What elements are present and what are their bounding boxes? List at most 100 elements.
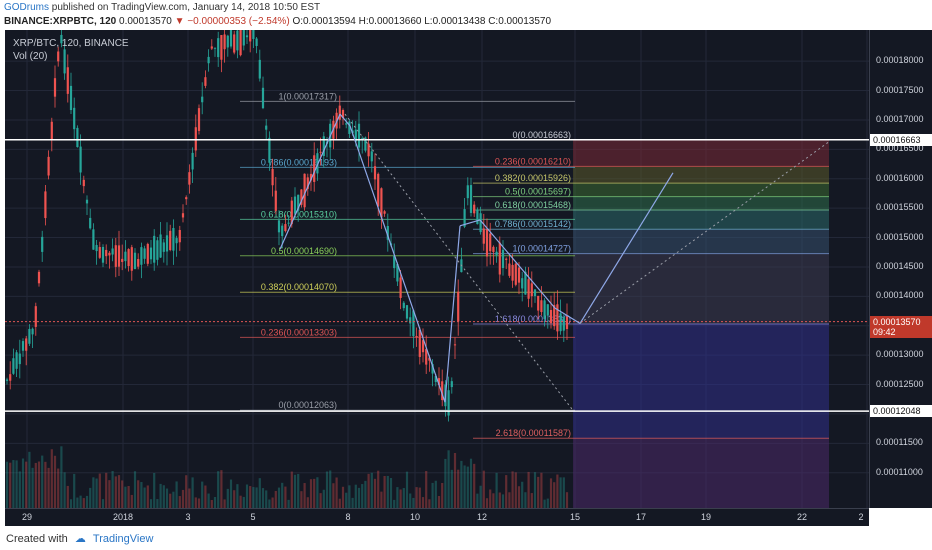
volume-bar (450, 469, 453, 508)
candle-body (345, 123, 348, 125)
candle-body (9, 374, 12, 381)
candle-body (322, 136, 325, 157)
volume-bar (274, 490, 277, 508)
time-tick-label: 29 (21, 512, 33, 522)
candle-body (284, 224, 287, 232)
volume-bar (76, 497, 79, 508)
volume-bar (556, 474, 559, 508)
volume-bar (524, 492, 527, 508)
candle-body (133, 252, 137, 269)
volume-bar (319, 493, 322, 508)
dotted-trendline[interactable] (344, 113, 574, 411)
candle-body (402, 302, 405, 309)
volume-bar (373, 478, 377, 508)
volume-bar (441, 483, 444, 508)
fib-right-label: 0.786(0.00015142) (495, 219, 571, 229)
down-triangle-icon: ▼ (174, 16, 185, 27)
volume-bar (460, 460, 463, 508)
volume-bar (213, 497, 217, 508)
fib-zone (573, 253, 829, 324)
candle-body (213, 47, 217, 49)
trend-arrow[interactable] (479, 219, 556, 309)
candle-body (396, 264, 399, 282)
volume-bar (98, 473, 101, 508)
candle-body (533, 289, 537, 297)
trend-arrow[interactable] (339, 113, 351, 127)
volume-bar (66, 485, 69, 508)
volume-legend: Vol (20) (13, 51, 48, 62)
fib-left-label: 0.382(0.00014070) (261, 282, 337, 292)
candle-body (172, 228, 175, 251)
volume-bar (201, 481, 204, 508)
volume-bar (415, 487, 418, 508)
volume-bar (517, 486, 521, 508)
price-tick-label: 0.00013000 (876, 349, 924, 360)
candle-body (437, 378, 441, 386)
volume-bar (405, 471, 409, 508)
chart-pane[interactable]: 0(0.00016663) 0.236(0.00016210) 0.382(0.00… (5, 30, 869, 508)
volume-bar (277, 487, 281, 508)
volume-bar (357, 487, 361, 508)
price-tick-label: 0.00015000 (876, 231, 924, 242)
volume-bar (172, 491, 175, 508)
volume-bar (265, 490, 268, 508)
tradingview-logo-text[interactable]: TradingView (92, 533, 154, 545)
candle-body (511, 264, 514, 281)
price-axis[interactable]: 0.00018000 0.00017500 0.00017000 0.00016500… (869, 30, 932, 508)
candle-body (508, 263, 511, 276)
candle-body (169, 230, 172, 251)
fib-zone (573, 196, 829, 211)
volume-bar (444, 458, 447, 508)
candle-body (66, 67, 69, 94)
candle-body (181, 213, 185, 218)
time-axis[interactable]: 29 2018 3 5 8 10 12 15 17 19 22 2 (5, 508, 869, 527)
volume-bar (28, 451, 31, 508)
dotted-trendline[interactable] (579, 141, 830, 324)
bar-countdown-badge: 09:42 (870, 325, 932, 338)
candle-body (463, 209, 466, 227)
author-link[interactable]: GODrums (4, 2, 49, 13)
candle-body (421, 340, 425, 353)
candle-body (473, 204, 476, 214)
volume-bar (495, 472, 498, 508)
candle-body (562, 316, 565, 331)
time-tick-label: 3 (185, 512, 191, 522)
candle-body (60, 34, 63, 44)
chart-canvas[interactable]: 0(0.00016663) 0.236(0.00016210) 0.382(0.00… (5, 30, 869, 508)
volume-bar (562, 477, 565, 508)
volume-bar (473, 463, 476, 508)
candle-body (277, 220, 281, 233)
trend-arrow[interactable] (444, 225, 461, 403)
candle-body (505, 258, 508, 260)
trend-arrow[interactable] (279, 113, 341, 250)
trend-arrow[interactable] (349, 125, 446, 403)
volume-bar (492, 493, 495, 508)
volume-bar (434, 480, 437, 508)
fib-right-label: 1(0.00014727) (512, 244, 571, 254)
volume-bar (18, 471, 21, 508)
fib-right-label: 2.618(0.00011587) (496, 428, 571, 438)
time-tick-label: 22 (796, 512, 808, 522)
trend-arrow[interactable] (459, 219, 481, 227)
candle-body (338, 105, 341, 120)
volume-bar (79, 495, 82, 508)
fib-left-label: 1(0.00017317) (278, 91, 337, 101)
candle-body (405, 305, 409, 319)
volume-bar (380, 491, 383, 508)
fib-right-label: 0.382(0.00015926) (495, 173, 571, 183)
volume-bar (181, 489, 185, 508)
candle-body (537, 295, 540, 311)
volume-bar (559, 477, 562, 508)
trend-arrow[interactable] (579, 172, 674, 324)
volume-bar (345, 492, 348, 508)
candle-body (393, 255, 396, 269)
candle-body (501, 249, 505, 269)
volume-bar (489, 489, 492, 508)
candle-body (380, 188, 383, 218)
candle-body (220, 35, 223, 60)
trend-arrow[interactable] (554, 307, 581, 324)
candle-body (210, 46, 213, 49)
candle-body (159, 234, 162, 258)
candle-body (255, 38, 258, 46)
volume-bar (220, 470, 223, 508)
